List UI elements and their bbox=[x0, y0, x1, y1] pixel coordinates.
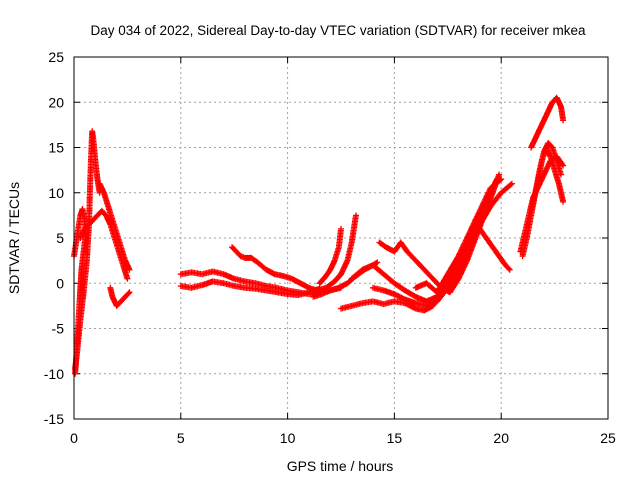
y-axis-label: SDTVAR / TECUs bbox=[6, 182, 22, 294]
y-tick-label: -5 bbox=[52, 321, 65, 337]
chart-title: Day 034 of 2022, Sidereal Day-to-day VTE… bbox=[91, 23, 586, 38]
x-tick-label: 20 bbox=[493, 430, 509, 446]
series-arc-5 bbox=[107, 284, 133, 309]
x-tick-label: 5 bbox=[177, 430, 185, 446]
y-tick-label: 15 bbox=[48, 140, 64, 156]
data-point-markers bbox=[229, 212, 359, 294]
series-arc-20 bbox=[517, 153, 567, 255]
data-point-markers bbox=[77, 207, 131, 282]
series-arc-4 bbox=[96, 180, 133, 273]
series-arc-19 bbox=[528, 94, 567, 151]
plot-frame bbox=[73, 56, 609, 420]
x-tick-label: 10 bbox=[280, 430, 296, 446]
x-tick-label: 25 bbox=[600, 430, 616, 446]
data-point-markers bbox=[370, 180, 515, 309]
x-axis-label: GPS time / hours bbox=[287, 458, 394, 474]
y-tick-label: -10 bbox=[44, 366, 64, 382]
data-point-markers bbox=[96, 180, 133, 273]
series-arc-16 bbox=[472, 216, 513, 273]
series-arc-8 bbox=[229, 212, 359, 294]
series-arc-14 bbox=[370, 180, 515, 309]
y-tick-labels: -15 -10 -5 0 5 10 15 20 25 bbox=[44, 49, 64, 427]
data-point-markers bbox=[412, 176, 505, 296]
series-arc-7 bbox=[177, 278, 323, 298]
data-point-markers bbox=[107, 284, 133, 309]
y-tick-label: 0 bbox=[56, 275, 64, 291]
y-tick-label: 20 bbox=[48, 94, 64, 110]
y-tick-label: 25 bbox=[48, 49, 64, 65]
y-tick-label: 10 bbox=[48, 185, 64, 201]
x-tick-label: 15 bbox=[387, 430, 403, 446]
data-point-markers bbox=[72, 128, 103, 373]
y-tick-label: -15 bbox=[44, 411, 64, 427]
x-tick-label: 0 bbox=[70, 430, 78, 446]
x-tick-labels: 0 5 10 15 20 25 bbox=[70, 430, 616, 446]
y-tick-label: 5 bbox=[56, 230, 64, 246]
data-point-markers bbox=[177, 278, 323, 298]
data-point-markers bbox=[517, 153, 567, 255]
data-point-markers bbox=[316, 225, 344, 287]
series-layer bbox=[71, 94, 567, 377]
data-point-markers bbox=[528, 94, 567, 151]
series-arc-9 bbox=[316, 225, 344, 287]
series-arc-15 bbox=[412, 176, 505, 296]
data-point-markers bbox=[472, 216, 513, 273]
series-arc-2 bbox=[72, 128, 103, 373]
series-arc-3 bbox=[77, 207, 131, 282]
